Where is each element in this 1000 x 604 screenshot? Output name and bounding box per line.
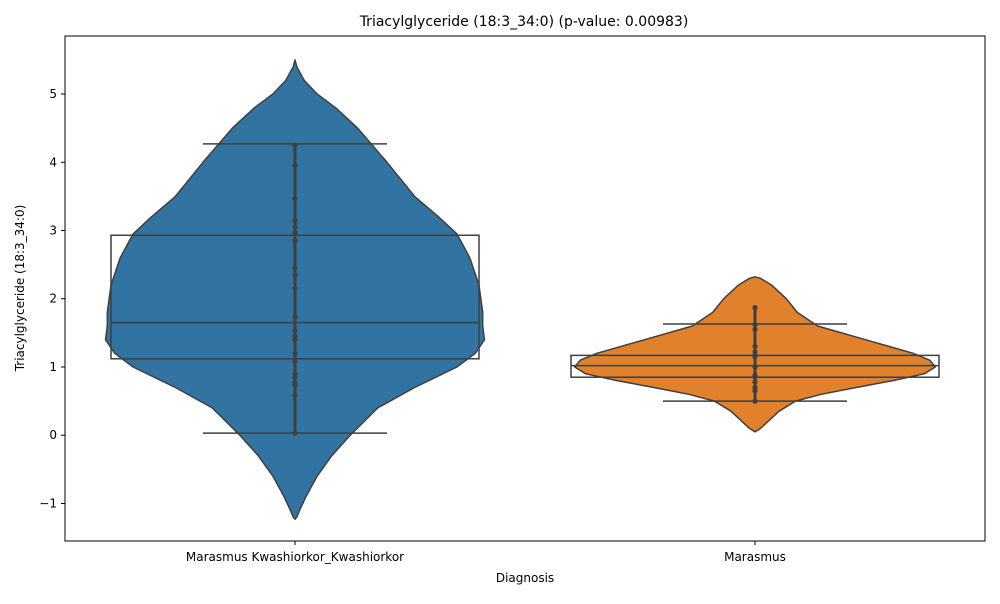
data-point-0-1 <box>292 163 298 169</box>
data-point-0-10 <box>292 314 298 320</box>
x-tick-label-1: Marasmus <box>724 550 786 564</box>
data-point-0-7 <box>292 265 298 271</box>
data-point-0-14 <box>292 350 298 356</box>
y-tick-label-0: −1 <box>39 496 57 510</box>
y-tick-label-1: 0 <box>49 428 57 442</box>
data-point-0-8 <box>292 272 298 278</box>
data-point-1-2 <box>752 326 758 333</box>
data-point-1-6 <box>752 354 758 360</box>
data-point-1-7 <box>752 364 758 370</box>
data-point-1-10 <box>752 379 758 385</box>
y-tick-label-4: 3 <box>49 223 57 237</box>
data-point-0-13 <box>292 337 298 343</box>
data-point-0-2 <box>292 195 298 202</box>
y-tick-label-2: 1 <box>49 360 57 374</box>
data-point-0-0 <box>292 142 298 148</box>
x-axis-label: Diagnosis <box>496 571 554 585</box>
violins-layer <box>104 59 937 520</box>
data-point-0-20 <box>292 393 298 399</box>
points-layer <box>292 142 758 436</box>
data-point-1-12 <box>752 388 758 394</box>
y-axis: −1 0 1 2 3 4 5 <box>39 87 65 510</box>
data-point-0-11 <box>292 328 298 334</box>
data-point-0-9 <box>292 285 298 292</box>
data-point-0-19 <box>292 382 298 389</box>
x-tick-label-0: Marasmus Kwashiorkor_Kwashiorkor <box>186 550 404 564</box>
y-tick-label-3: 2 <box>49 292 57 306</box>
data-point-0-6 <box>292 238 298 244</box>
data-point-1-13 <box>752 398 758 404</box>
data-point-0-5 <box>292 229 298 236</box>
data-point-1-9 <box>752 374 758 380</box>
x-axis: Marasmus Kwashiorkor_Kwashiorkor Marasmus <box>186 541 786 564</box>
y-tick-label-6: 5 <box>49 87 57 101</box>
chart-title: Triacylglyceride (18:3_34:0) (p-value: 0… <box>359 14 689 30</box>
y-axis-label: Triacylglyceride (18:3_34:0) <box>13 205 27 373</box>
data-point-0-3 <box>292 217 298 223</box>
data-point-0-21 <box>292 430 298 436</box>
y-tick-label-5: 4 <box>49 155 57 169</box>
data-point-1-0 <box>752 305 758 311</box>
data-point-0-17 <box>292 374 298 380</box>
data-point-1-1 <box>752 322 758 328</box>
plot-frame <box>64 35 986 542</box>
data-point-0-4 <box>292 224 298 230</box>
data-point-1-3 <box>752 343 758 350</box>
data-point-0-15 <box>292 358 298 365</box>
